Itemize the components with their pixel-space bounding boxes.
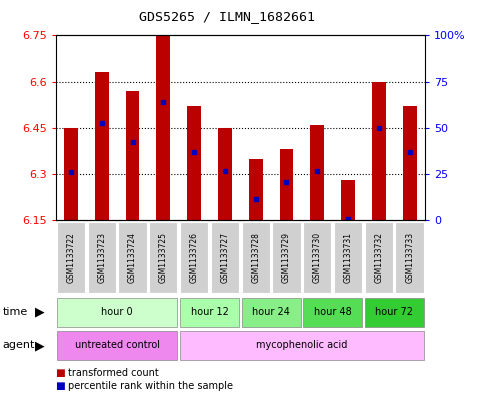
Text: hour 72: hour 72 [375, 307, 413, 317]
Bar [311, 125, 324, 220]
Bar [156, 35, 170, 220]
Bar [341, 180, 355, 220]
Bar [365, 222, 393, 293]
Text: ▶: ▶ [35, 305, 44, 319]
Text: GSM1133733: GSM1133733 [405, 232, 414, 283]
Bar [57, 298, 177, 327]
Bar [95, 72, 109, 220]
Text: hour 24: hour 24 [252, 307, 290, 317]
Bar [403, 106, 416, 220]
Bar [365, 298, 424, 327]
Text: untreated control: untreated control [75, 340, 159, 351]
Text: ■: ■ [56, 368, 65, 378]
Bar [334, 222, 362, 293]
Text: GSM1133722: GSM1133722 [67, 232, 75, 283]
Text: ▶: ▶ [35, 339, 44, 352]
Text: GSM1133724: GSM1133724 [128, 232, 137, 283]
Bar [57, 331, 177, 360]
Text: ■: ■ [56, 381, 65, 391]
Text: percentile rank within the sample: percentile rank within the sample [68, 381, 233, 391]
Bar [149, 222, 177, 293]
Bar [396, 222, 424, 293]
Bar [280, 149, 293, 220]
Text: hour 48: hour 48 [314, 307, 352, 317]
Text: hour 12: hour 12 [191, 307, 228, 317]
Bar [126, 91, 140, 220]
Bar [64, 128, 78, 220]
Text: time: time [2, 307, 28, 317]
Bar [57, 222, 85, 293]
Bar [303, 298, 362, 327]
Bar [180, 222, 208, 293]
Bar [180, 331, 424, 360]
Text: transformed count: transformed count [68, 368, 158, 378]
Text: GDS5265 / ILMN_1682661: GDS5265 / ILMN_1682661 [139, 10, 315, 23]
Bar [211, 222, 239, 293]
Bar [87, 222, 116, 293]
Text: GSM1133732: GSM1133732 [374, 232, 384, 283]
Text: GSM1133726: GSM1133726 [190, 232, 199, 283]
Bar [218, 128, 232, 220]
Bar [242, 222, 270, 293]
Bar [187, 106, 201, 220]
Text: GSM1133731: GSM1133731 [343, 232, 353, 283]
Text: GSM1133725: GSM1133725 [159, 232, 168, 283]
Text: GSM1133730: GSM1133730 [313, 232, 322, 283]
Bar [249, 158, 263, 220]
Bar [372, 82, 386, 220]
Text: GSM1133729: GSM1133729 [282, 232, 291, 283]
Text: hour 0: hour 0 [101, 307, 133, 317]
Text: GSM1133727: GSM1133727 [220, 232, 229, 283]
Text: GSM1133728: GSM1133728 [251, 232, 260, 283]
Bar [303, 222, 331, 293]
Text: agent: agent [2, 340, 35, 351]
Bar [272, 222, 300, 293]
Text: mycophenolic acid: mycophenolic acid [256, 340, 348, 351]
Bar [242, 298, 300, 327]
Text: GSM1133723: GSM1133723 [97, 232, 106, 283]
Bar [118, 222, 147, 293]
Bar [180, 298, 239, 327]
